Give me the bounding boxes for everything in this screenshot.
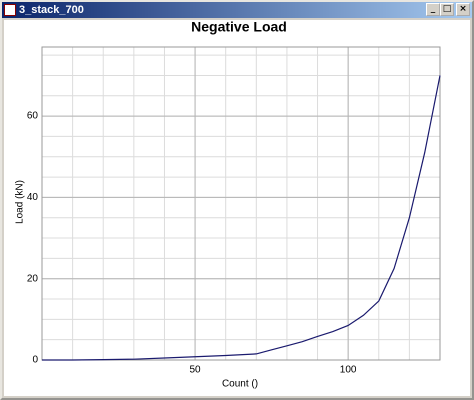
minimize-button[interactable]: _ xyxy=(426,3,440,16)
title-bar: 3_stack_700 xyxy=(2,2,472,18)
window-icon xyxy=(4,4,16,16)
y-tick-label: 40 xyxy=(27,192,39,203)
chart-title: Negative Load xyxy=(191,20,287,35)
y-tick-label: 0 xyxy=(32,355,38,366)
y-axis-label: Load (kN) xyxy=(15,180,26,224)
maximize-button[interactable]: □ xyxy=(440,3,454,16)
y-tick-label: 20 xyxy=(27,273,39,284)
chart: Negative Load Count () Load (kN) 50 100 0 2… xyxy=(4,20,470,396)
data-line xyxy=(42,75,441,361)
x-axis-label: Count () xyxy=(222,379,258,390)
close-button[interactable]: × xyxy=(456,3,470,16)
y-tick-label: 60 xyxy=(27,111,39,122)
x-tick-label: 50 xyxy=(190,365,202,376)
plot-frame xyxy=(41,46,441,361)
window-title: 3_stack_700 xyxy=(19,4,84,16)
x-tick-label: 100 xyxy=(340,365,357,376)
